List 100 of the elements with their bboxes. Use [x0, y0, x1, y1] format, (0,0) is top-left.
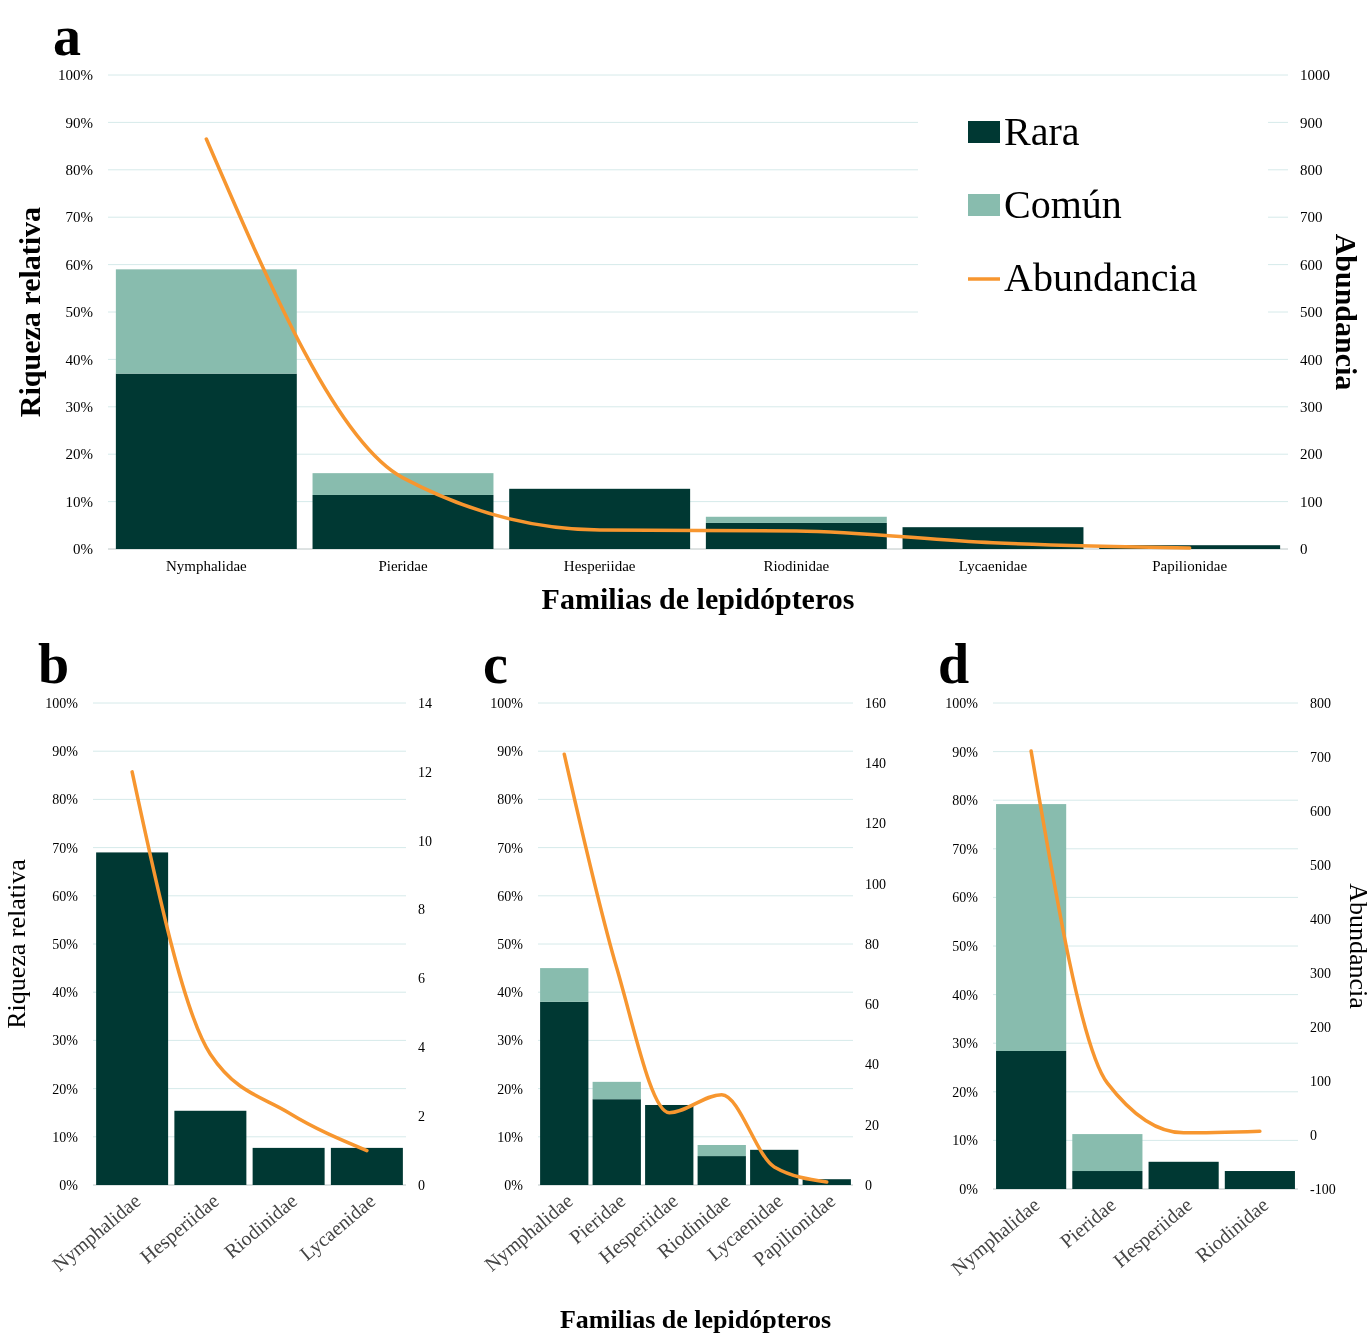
y-tick-label: 0%	[59, 1177, 79, 1193]
y-tick-label: 20%	[52, 1081, 79, 1097]
y-tick-label: 60%	[952, 890, 979, 906]
y-tick-label: 70%	[497, 840, 524, 856]
y-tick-label: 50%	[65, 304, 93, 321]
y-tick-label: 50%	[52, 936, 79, 952]
bar	[1072, 1134, 1143, 1172]
y2-tick-label: 200	[1310, 1019, 1331, 1035]
y2-tick-label: 80	[865, 936, 879, 952]
y-tick-label: 10%	[952, 1133, 979, 1149]
bar	[540, 1001, 589, 1185]
bar	[330, 1147, 403, 1185]
chart-title: c	[483, 633, 508, 695]
line-series	[1029, 749, 1262, 1135]
y-tick-label: 70%	[52, 840, 79, 856]
y2-tick-label: 6	[418, 971, 425, 987]
y2-tick-label: 700	[1310, 749, 1331, 765]
chart-title: a	[53, 5, 81, 67]
y2-tick-label: 2	[418, 1109, 425, 1125]
y-tick-label: 40%	[952, 987, 979, 1003]
y2-tick-label: -100	[1310, 1181, 1336, 1197]
bar	[312, 473, 494, 495]
y2-tick-label: 600	[1310, 803, 1331, 819]
y2-tick-label: 400	[1310, 911, 1331, 927]
y2-tick-label: 4	[418, 1040, 425, 1056]
y2-tick-label: 500	[1310, 857, 1331, 873]
y-tick-label: 10%	[65, 493, 93, 510]
y-tick-label: 30%	[497, 1033, 524, 1049]
y2-tick-label: 0	[865, 1177, 872, 1193]
y-tick-label: 80%	[65, 162, 93, 179]
y2-tick-label: 12	[418, 764, 432, 780]
x-tick-label: Pieridae	[378, 558, 428, 574]
line-series	[562, 752, 829, 1184]
y2-tick-label: 1000	[1300, 67, 1330, 84]
bar	[115, 269, 297, 374]
y2-tick-label: 8	[418, 902, 425, 918]
y-tick-label: 10%	[497, 1129, 524, 1145]
bar	[1072, 1171, 1143, 1189]
y-tick-label: 60%	[65, 256, 93, 273]
y2-tick-label: 40	[865, 1057, 879, 1073]
bar	[252, 1147, 325, 1185]
bar	[1148, 1161, 1219, 1189]
chart-title: d	[938, 633, 970, 695]
legend-label: Abundancia	[1004, 255, 1198, 300]
y-tick-label: 30%	[952, 1036, 979, 1052]
y2-tick-label: 100	[1310, 1073, 1331, 1089]
y-tick-label: 50%	[952, 938, 979, 954]
y-tick-label: 60%	[497, 888, 524, 904]
y-tick-label: 60%	[52, 888, 79, 904]
legend-label: Rara	[1004, 109, 1080, 154]
y2-tick-label: 100	[865, 876, 886, 892]
y-tick-label: 90%	[952, 744, 979, 760]
y2-tick-label: 800	[1300, 162, 1323, 179]
bar	[115, 373, 297, 549]
bar	[1224, 1171, 1295, 1189]
y-tick-label: 0%	[504, 1177, 524, 1193]
y2-tick-label: 10	[418, 833, 432, 849]
bar	[174, 1110, 247, 1185]
y-tick-label: 100%	[945, 695, 979, 711]
x-tick-label: Lycaenidae	[958, 558, 1028, 574]
y2-tick-label: 0	[1300, 541, 1308, 558]
bar	[996, 1050, 1067, 1189]
bar	[592, 1099, 641, 1185]
legend-label: Común	[1004, 182, 1122, 227]
y2-tick-label: 900	[1300, 114, 1323, 131]
y2-tick-label: 800	[1310, 695, 1331, 711]
y-tick-label: 40%	[52, 985, 79, 1001]
y2-tick-label: 100	[1300, 493, 1323, 510]
y2-tick-label: 400	[1300, 351, 1323, 368]
bar	[509, 488, 691, 549]
x-tick-label: Papilionidae	[1152, 558, 1228, 574]
y-tick-label: 20%	[497, 1081, 524, 1097]
y-tick-label: 50%	[497, 936, 524, 952]
y-tick-label: 40%	[65, 351, 93, 368]
y2-tick-label: 300	[1300, 399, 1323, 416]
y2-tick-label: 20	[865, 1117, 879, 1133]
y2-axis-title: Abundancia	[1330, 233, 1363, 391]
y-tick-label: 90%	[65, 114, 93, 131]
line-series	[130, 770, 369, 1153]
bar	[996, 804, 1067, 1051]
y2-tick-label: 140	[865, 756, 886, 772]
y-tick-label: 90%	[497, 744, 524, 760]
y-tick-label: 100%	[490, 695, 524, 711]
bar	[540, 968, 589, 1002]
y2-tick-label: 700	[1300, 209, 1323, 226]
y-tick-label: 70%	[952, 841, 979, 857]
y-tick-label: 10%	[52, 1129, 79, 1145]
x-tick-label: Nymphalidae	[165, 558, 248, 574]
bar	[312, 494, 494, 549]
y-tick-label: 90%	[52, 744, 79, 760]
y-tick-label: 30%	[65, 399, 93, 416]
bar	[592, 1081, 641, 1100]
x-axis-title: Familias de lepidópteros	[559, 1305, 832, 1334]
y2-tick-label: 0	[1310, 1127, 1317, 1143]
y2-tick-label: 120	[865, 816, 886, 832]
y-tick-label: 0%	[73, 541, 93, 558]
x-axis-title: Familias de lepidópteros	[541, 582, 855, 615]
y2-tick-label: 160	[865, 695, 886, 711]
y-tick-label: 80%	[52, 792, 79, 808]
bar	[645, 1104, 694, 1185]
